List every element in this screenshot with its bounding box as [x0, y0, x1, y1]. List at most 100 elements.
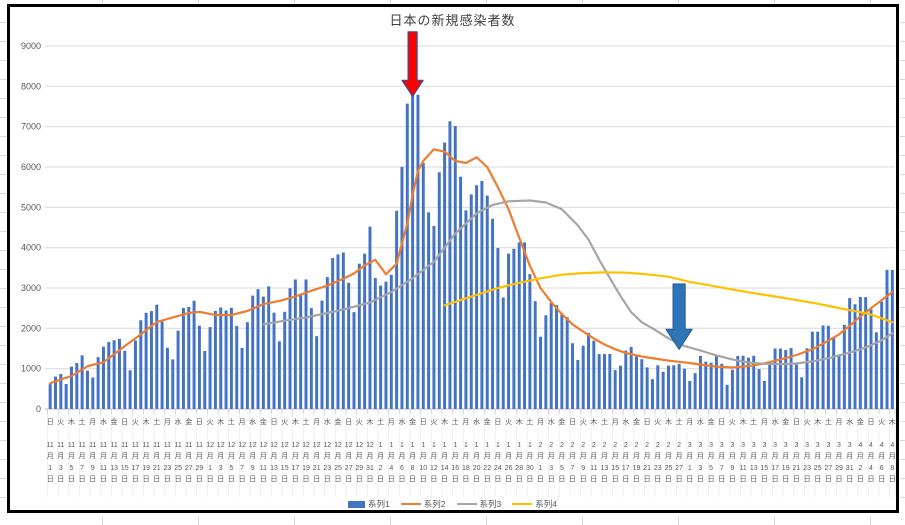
x-axis-label: 木 3 月 11 日 — [739, 417, 746, 483]
bar — [714, 355, 718, 409]
x-axis-label: 火 12 月 29 日 — [355, 418, 363, 483]
x-axis-label: 月 2 月 15 日 — [611, 418, 619, 483]
x-axis-label: 火 3 月 23 日 — [803, 418, 811, 483]
x-axis-label: 木 1 月 28 日 — [515, 417, 523, 483]
bar — [539, 336, 543, 409]
x-axis-label: 土 1 月 16 日 — [451, 417, 459, 483]
legend-item-3: 系列3 — [456, 498, 501, 510]
bar — [80, 355, 84, 409]
bar — [864, 297, 868, 409]
bar — [597, 354, 601, 409]
bar — [682, 368, 686, 409]
bar — [91, 377, 95, 409]
bar — [816, 331, 820, 409]
x-axis-label: 火 12 月 1 日 — [206, 418, 214, 483]
x-axis-label: 水 11 月 25 日 — [174, 417, 182, 483]
bar — [677, 363, 681, 409]
bar — [496, 248, 500, 409]
bar — [485, 195, 489, 409]
x-axis-label: 水 12 月 23 日 — [323, 417, 331, 483]
worksheet-gridline-stubs-right — [900, 4, 905, 514]
bar — [315, 336, 319, 409]
x-axis-label: 火 12 月 15 日 — [281, 418, 289, 483]
bar — [459, 176, 463, 409]
bar — [411, 92, 415, 409]
bar — [277, 341, 281, 409]
bar — [842, 324, 846, 409]
bar — [736, 355, 740, 409]
x-axis-label: 月 11 月 9 日 — [89, 418, 96, 483]
bar — [245, 322, 249, 409]
x-axis-label: 日 12 月 13 日 — [270, 418, 278, 483]
bar — [880, 301, 884, 409]
x-axis-label: 月 3 月 15 日 — [761, 418, 769, 483]
bar — [555, 305, 559, 409]
x-axis-label: 火 2 月 23 日 — [654, 418, 662, 483]
x-axis-label: 月 12 月 21 日 — [313, 418, 321, 483]
bar — [437, 172, 441, 409]
x-axis-label: 木 1 月 14 日 — [441, 417, 449, 483]
x-axis-label: 土 11 月 21 日 — [153, 417, 161, 483]
bar — [698, 355, 702, 409]
bar — [810, 331, 814, 409]
y-axis-label: 6000 — [21, 162, 41, 172]
bar — [688, 380, 692, 409]
bar — [523, 242, 527, 409]
bar — [320, 300, 324, 409]
bar — [363, 253, 367, 409]
blue-down-arrow[interactable] — [665, 283, 693, 350]
bar — [634, 356, 638, 409]
x-axis-label: 日 12 月 27 日 — [345, 418, 353, 483]
bar — [197, 325, 201, 409]
x-axis-label: 月 11 月 23 日 — [164, 418, 172, 483]
bar — [746, 357, 750, 409]
x-axis-label: 日 1 月 10 日 — [419, 418, 427, 483]
bar — [805, 348, 809, 409]
bar — [453, 126, 457, 409]
bar — [101, 346, 105, 409]
bar — [192, 300, 196, 409]
bar — [69, 366, 73, 409]
bar — [475, 185, 479, 409]
bar — [469, 194, 473, 409]
bar — [144, 312, 148, 409]
bar — [261, 296, 265, 409]
x-axis-label: 水 3 月 31 日 — [846, 417, 854, 483]
bar — [661, 371, 665, 409]
bar — [416, 94, 420, 410]
y-axis-label: 7000 — [21, 122, 41, 132]
red-down-arrow[interactable] — [401, 31, 424, 97]
bar — [139, 320, 143, 409]
x-axis-label: 月 12 月 7 日 — [238, 418, 246, 483]
chart-title: 日本の新規感染者数 — [389, 13, 516, 28]
bar — [176, 330, 180, 409]
bar — [64, 383, 68, 409]
bar — [730, 369, 734, 409]
bar — [576, 359, 580, 409]
bar — [757, 369, 761, 409]
bar — [640, 359, 644, 409]
x-axis-label: 金 12 月 25 日 — [334, 417, 342, 483]
bar — [59, 374, 63, 409]
bar — [149, 311, 153, 409]
x-axis-label: 日 3 月 21 日 — [793, 418, 801, 483]
y-axis-label: 0 — [36, 404, 41, 414]
legend-swatch-line-icon — [400, 502, 421, 506]
x-axis-label: 金 11 月 27 日 — [185, 417, 193, 483]
bar — [826, 325, 830, 409]
bar — [187, 306, 191, 409]
bar — [107, 342, 111, 409]
bar — [352, 312, 356, 409]
y-axis-label: 2000 — [21, 323, 41, 333]
bar — [704, 361, 708, 409]
x-axis-label: 木 3 月 25 日 — [814, 417, 822, 483]
bar — [517, 242, 521, 409]
bar — [288, 288, 292, 409]
